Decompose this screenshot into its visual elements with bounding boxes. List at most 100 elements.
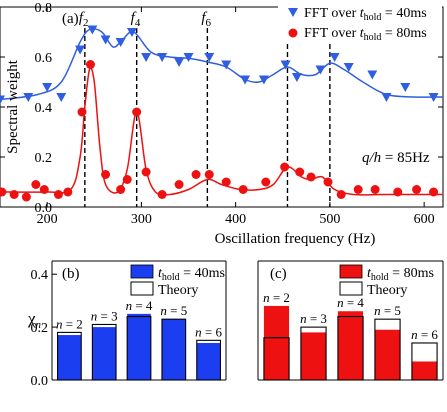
bar-category-label: n = 6 xyxy=(411,327,438,342)
panel-a-label: (a) xyxy=(62,11,79,27)
theory-bar xyxy=(374,318,401,381)
circle-point-80ms xyxy=(31,180,41,189)
bar-category-label: n = 3 xyxy=(300,311,327,326)
triangle-point-40ms xyxy=(126,28,137,37)
triangle-point-40ms xyxy=(56,93,67,102)
circle-point-80ms xyxy=(157,190,167,199)
triangle-point-40ms xyxy=(280,60,291,70)
triangle-point-40ms xyxy=(157,53,168,62)
theory-bar xyxy=(57,331,82,381)
bar xyxy=(374,329,401,380)
circle-point-80ms xyxy=(122,175,132,184)
circle-point-80ms xyxy=(336,190,346,199)
y-tick-label: 0.4 xyxy=(31,268,49,283)
circle-point-80ms xyxy=(141,167,151,177)
circle-point-80ms xyxy=(393,187,403,197)
bar xyxy=(300,332,327,380)
legend-entry-40ms: thold = 40ms xyxy=(158,266,225,283)
panel-c-legend: thold = 80ms Theory xyxy=(336,264,441,298)
circle-point-80ms xyxy=(116,185,126,194)
triangle-point-40ms xyxy=(367,70,378,80)
legend-entry-40ms: FFT over thold = 40ms xyxy=(304,6,427,23)
triangle-point-40ms xyxy=(329,53,340,62)
x-tick-label: 200 xyxy=(37,212,58,227)
triangle-point-40ms xyxy=(291,73,302,82)
frequency-marker-label: f6 xyxy=(201,10,211,29)
panel-b-bar-group: n = 2 n = 3 n = 4 n = 5 n = 6 xyxy=(56,298,223,381)
x-axis-label: Oscillation frequency (Hz) xyxy=(215,231,376,247)
legend-entry-80ms: FFT over thold = 80ms xyxy=(304,26,427,43)
bar xyxy=(337,311,364,380)
circle-point-80ms xyxy=(353,185,363,194)
y-axis-label: Spectral weight xyxy=(5,59,21,154)
theory-bar xyxy=(263,337,290,381)
q-over-h-annotation: q/h = 85Hz xyxy=(362,150,430,166)
frequency-marker-label: f2 xyxy=(79,10,89,29)
frequency-marker-lines xyxy=(84,28,331,207)
panel-a-spectrum: 200 300 400 500 600 0.0 0.2 0.4 0.6 0.8 (a) f2 f4 f… xyxy=(0,1,444,247)
triangle-point-40ms xyxy=(343,63,354,72)
bar xyxy=(161,319,186,380)
triangle-point-40ms xyxy=(141,53,152,62)
legend-entry-theory: Theory xyxy=(158,283,198,298)
triangle-point-40ms xyxy=(428,93,439,102)
circle-point-80ms xyxy=(295,167,305,177)
bar xyxy=(263,305,290,380)
chi-axis-label: χn xyxy=(27,309,42,331)
bar-category-label: n = 5 xyxy=(160,303,187,318)
x-tick-label: 400 xyxy=(225,212,246,227)
legend-entry-80ms: thold = 80ms xyxy=(367,266,434,283)
circle-point-80ms xyxy=(191,170,201,179)
fit-curves xyxy=(0,28,444,196)
circle-point-80ms xyxy=(280,162,290,172)
circle-point-80ms xyxy=(306,172,316,182)
theory-bar xyxy=(126,315,152,381)
triangle-point-40ms xyxy=(0,95,5,105)
triangle-point-40ms xyxy=(100,35,111,45)
bar-category-label: n = 4 xyxy=(126,298,153,313)
triangle-point-40ms xyxy=(204,53,215,62)
legend-filled-swatch xyxy=(339,264,363,279)
legend-outline-swatch xyxy=(130,281,154,296)
circle-point-80ms xyxy=(412,185,422,194)
panel-a-legend: FFT over thold = 40ms FFT over thold = 8… xyxy=(278,2,442,43)
triangle-point-40ms xyxy=(174,58,185,67)
theory-bar xyxy=(91,323,117,381)
circle-point-80ms xyxy=(238,185,248,194)
circle-point-80ms xyxy=(21,192,31,202)
panel-c-bars: n = 2 n = 3 n = 4 n = 5 n = 6 (c) thold = 80… xyxy=(257,260,444,381)
panel-b-ticks: 0.0 0.2 0.4 xyxy=(31,268,57,389)
triangle-point-40ms xyxy=(240,75,251,85)
x-tick-label: 500 xyxy=(319,212,340,227)
panel-b-legend: thold = 40ms Theory xyxy=(127,264,225,298)
theory-bar xyxy=(196,339,221,381)
bar-category-label: n = 5 xyxy=(374,303,401,318)
circle-point-80ms xyxy=(370,185,380,194)
fit-curve-80ms xyxy=(0,67,443,196)
x-tick-label: 300 xyxy=(131,212,152,227)
triangle-point-40ms xyxy=(115,38,126,47)
y-tick-label: 0.6 xyxy=(35,51,53,66)
panel-a-ticks: 200 300 400 500 600 0.0 0.2 0.4 0.6 0.8 xyxy=(0,1,443,227)
circle-point-80ms xyxy=(85,60,95,69)
y-tick-label: 0.0 xyxy=(31,374,49,389)
triangle-point-40ms xyxy=(42,83,53,92)
circle-point-80ms xyxy=(101,170,111,179)
circle-point-80ms xyxy=(39,185,49,194)
bar-category-label: n = 3 xyxy=(91,308,118,323)
triangle-point-40ms xyxy=(23,93,34,102)
circle-point-80ms xyxy=(204,170,214,179)
circle-point-80ms xyxy=(174,180,184,189)
circle-point-80ms xyxy=(323,177,333,187)
y-tick-label: 0.8 xyxy=(35,1,53,16)
circle-point-80ms xyxy=(0,187,7,197)
bar xyxy=(196,342,221,380)
circle-point-80ms xyxy=(429,187,439,197)
theory-bar xyxy=(300,326,327,381)
legend-filled-swatch xyxy=(130,264,154,279)
circle-point-80ms xyxy=(53,190,63,199)
bar-category-label: n = 2 xyxy=(263,290,290,305)
circle-point-80ms xyxy=(9,190,19,199)
panel-c-label: (c) xyxy=(270,266,287,282)
